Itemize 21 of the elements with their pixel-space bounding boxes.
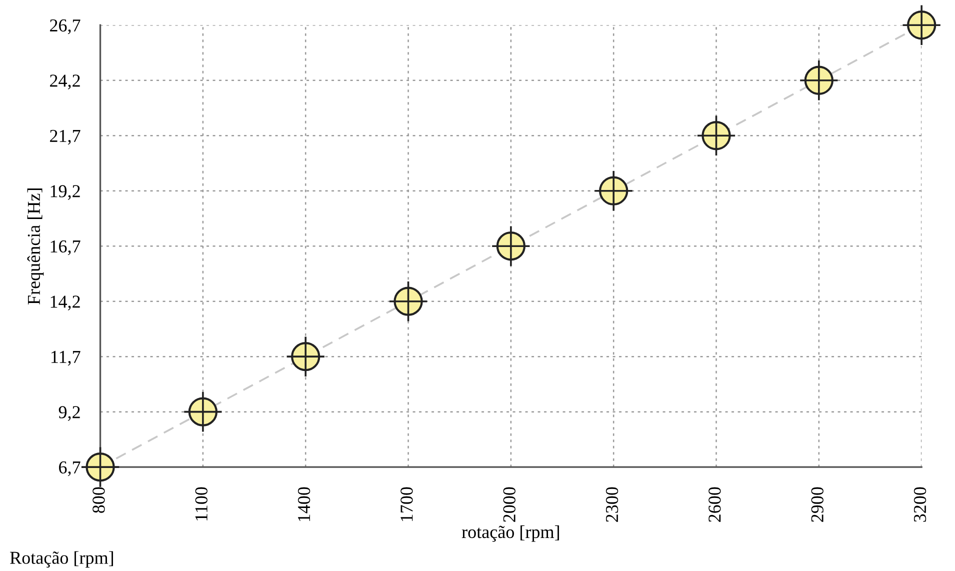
y-tick-label: 6,7 xyxy=(59,461,80,476)
x-axis-title: rotação [rpm] xyxy=(462,525,559,542)
x-tick-label: 1100 xyxy=(195,487,208,520)
x-tick-label: 800 xyxy=(92,487,105,513)
y-tick-label: 14,2 xyxy=(50,296,80,310)
y-tick-label: 16,7 xyxy=(50,240,80,256)
text: Rotação [rpm] xyxy=(10,551,113,568)
y-axis-title: Frequência [Hz] xyxy=(27,188,44,304)
x-tick-label: 1700 xyxy=(400,487,413,522)
x-tick-label: 1400 xyxy=(298,487,310,522)
x-tick-label: 2900 xyxy=(811,487,824,522)
x-tick-label: 2600 xyxy=(708,487,721,522)
y-tick-label: 24,2 xyxy=(50,74,80,90)
y-tick-label: 21,7 xyxy=(50,130,80,145)
y-tick-label: 11,7 xyxy=(52,350,80,366)
y-tick-label: 9,2 xyxy=(58,406,80,421)
x-tick-label: 2000 xyxy=(503,487,516,522)
y-tick-label: 26,7 xyxy=(50,19,80,34)
x-tick-label: 2300 xyxy=(606,487,618,522)
y-tick-label: 19,2 xyxy=(50,185,80,200)
x-tick-label: 3200 xyxy=(914,487,926,522)
